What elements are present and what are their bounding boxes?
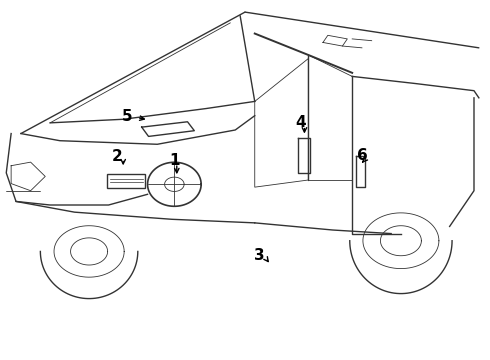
Text: 1: 1: [169, 153, 180, 168]
Text: 3: 3: [254, 248, 265, 262]
Text: 2: 2: [112, 149, 122, 163]
Polygon shape: [142, 122, 195, 136]
Polygon shape: [356, 156, 365, 187]
Text: 4: 4: [296, 115, 306, 130]
Text: 5: 5: [122, 109, 132, 124]
FancyBboxPatch shape: [107, 174, 145, 188]
Text: 6: 6: [357, 148, 368, 163]
Polygon shape: [297, 138, 310, 173]
